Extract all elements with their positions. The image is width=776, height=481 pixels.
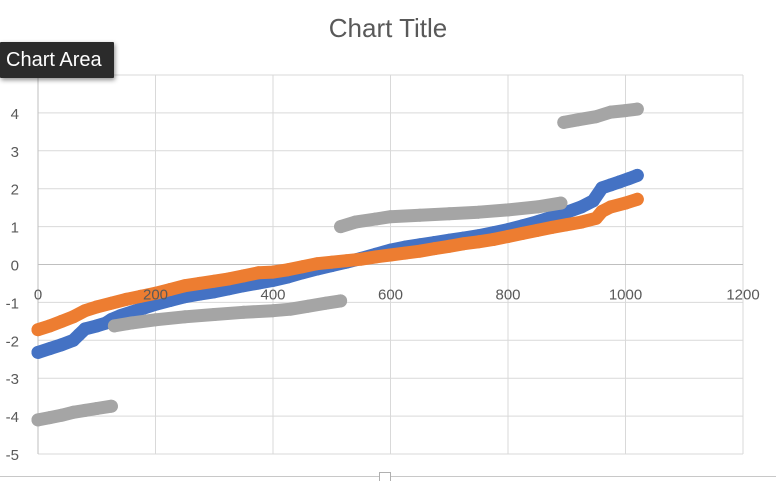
chart-title[interactable]: Chart Title bbox=[329, 13, 448, 43]
axes bbox=[37, 75, 743, 454]
y-tick-label: 2 bbox=[11, 182, 19, 199]
x-tick-label: 200 bbox=[143, 287, 168, 304]
series-3-segment[interactable] bbox=[334, 196, 568, 234]
x-tick-label: 600 bbox=[378, 287, 403, 304]
y-tick-label: -4 bbox=[6, 409, 19, 426]
y-tick-label: 4 bbox=[11, 106, 19, 123]
x-tick-label: 1000 bbox=[609, 287, 642, 304]
chart-area-tooltip: Chart Area bbox=[0, 42, 114, 78]
resize-handle[interactable] bbox=[379, 472, 391, 481]
series-3[interactable] bbox=[31, 102, 644, 427]
x-tick-label: 1200 bbox=[726, 287, 759, 304]
y-tick-label: -3 bbox=[6, 371, 19, 388]
series-2[interactable] bbox=[31, 192, 644, 337]
x-tick-label: 0 bbox=[34, 287, 42, 304]
series-3-segment[interactable] bbox=[107, 294, 348, 333]
x-tick-label: 800 bbox=[495, 287, 520, 304]
y-tick-label: 3 bbox=[11, 144, 19, 161]
series-3-segment[interactable] bbox=[557, 102, 644, 129]
y-tick-label: 1 bbox=[11, 220, 19, 237]
tick-labels: -5 -4 -3 -2 -1 0 1 2 3 4 0 200 400 600 800 1000 1200 bbox=[6, 106, 760, 464]
x-tick-label: 400 bbox=[260, 287, 285, 304]
series-3-segment[interactable] bbox=[31, 399, 118, 427]
y-tick-label: -5 bbox=[6, 447, 19, 464]
data-series[interactable] bbox=[31, 102, 644, 427]
y-tick-label: -1 bbox=[6, 295, 19, 312]
y-tick-label: 0 bbox=[11, 258, 19, 275]
y-tick-label: -2 bbox=[6, 333, 19, 350]
series-2-segment[interactable] bbox=[31, 192, 644, 337]
